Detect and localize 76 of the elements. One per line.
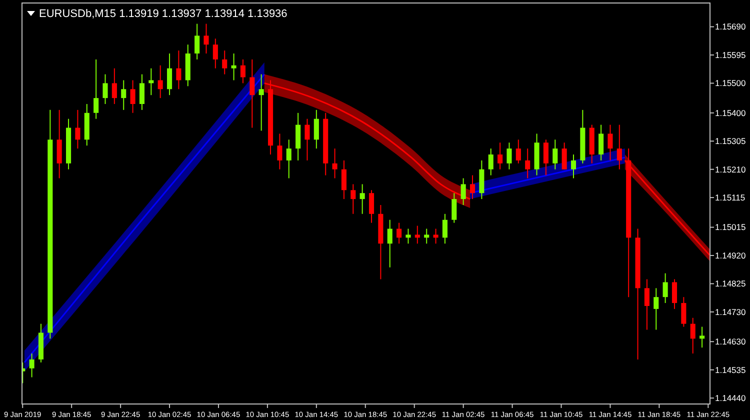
candlestick [562,142,567,170]
candlestick [130,80,136,114]
candlestick [498,142,503,170]
candlestick [176,50,182,90]
candlestick [250,58,255,128]
candlestick [360,184,365,214]
candlestick [194,23,200,60]
candlestick [608,124,613,161]
candlestick [387,219,392,268]
y-tick-label: 1.14535 [715,364,746,375]
candlestick [75,109,80,150]
candlestick [681,296,686,328]
candlestick [396,222,402,244]
candlestick [314,109,319,150]
y-tick-label: 1.14730 [715,306,746,317]
candlestick [102,74,108,104]
y-tick-label: 1.15400 [715,108,746,118]
candlestick [552,139,558,170]
candlestick [240,58,246,84]
candlestick [598,124,604,161]
candlestick [442,213,448,244]
candlestick [368,190,374,224]
candlestick [433,228,438,244]
y-tick-label: 1.14440 [715,393,746,404]
y-tick-label: 1.15595 [715,50,746,60]
candlestick [644,278,650,330]
candlestick [452,192,457,224]
candlestick [616,124,622,170]
candlestick [222,50,228,75]
candlestick [350,184,356,214]
candlestick [121,80,126,110]
candlestick [414,225,420,244]
candlestick [570,154,576,179]
candlestick [424,228,430,244]
candlestick [277,133,282,170]
candlestick [406,228,411,244]
candlestick [258,74,264,132]
candlestick [516,139,521,164]
candlestick [231,52,236,81]
y-tick-label: 1.15690 [715,22,746,32]
y-tick-label: 1.15115 [715,192,746,203]
candlestick [479,160,484,200]
y-tick-label: 1.14920 [715,250,746,260]
candlestick [166,52,172,96]
candlestick [700,326,705,348]
candlestick [470,174,476,200]
candlestick [29,353,34,378]
candlestick [690,317,696,354]
y-tick-label: 1.15500 [715,78,746,88]
candlestick [304,118,310,161]
y-tick-label: 1.15015 [715,222,746,232]
candlestick [662,272,668,304]
candlestick [654,288,659,330]
candlestick [506,142,512,170]
candlestick [332,148,338,179]
candlestick [543,139,548,176]
candlestick [204,23,209,54]
y-tick-label: 1.15305 [715,136,746,146]
candlestick [341,160,346,200]
y-tick-label: 1.15210 [715,164,746,174]
chart-title: EURUSDb,M15 1.13919 1.13937 1.13914 1.13936 [39,8,288,20]
candlestick [112,68,117,104]
y-tick-label: 1.14630 [715,336,746,347]
candlestick [488,148,494,176]
candlestick [296,112,301,161]
candlestick [525,148,530,179]
candlestick [672,278,678,310]
candlestick [94,58,99,120]
candlestick [56,109,62,179]
candlestick [460,178,466,206]
candlestick [158,64,163,99]
candlestick [212,38,218,69]
y-tick-label: 1.14825 [715,278,746,289]
candlestick [286,139,292,179]
candlestick [148,68,154,96]
candlestick [139,74,144,110]
